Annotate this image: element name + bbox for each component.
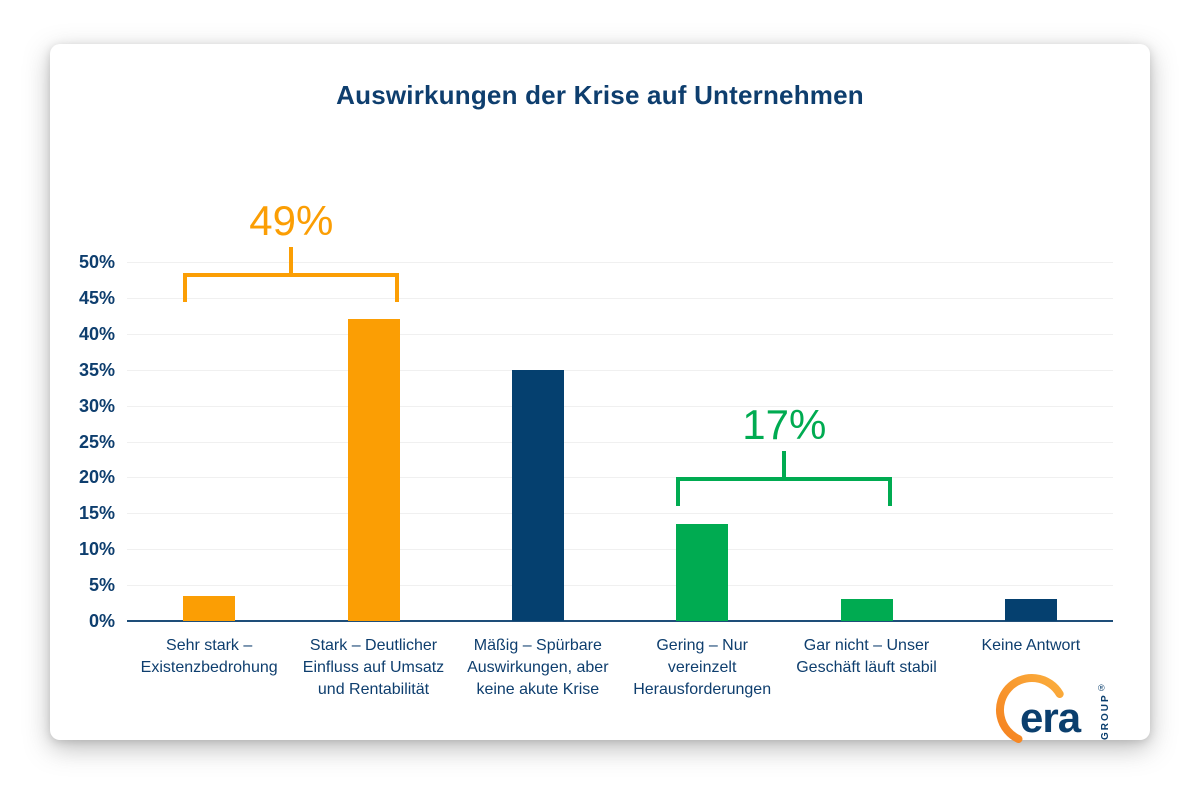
era-group-logo: era ® GROUP (992, 666, 1117, 748)
y-axis-label-0: 0% (88, 611, 115, 631)
bracket-label-17%: 17% (742, 401, 827, 449)
category-label-5: Gar nicht – Unser Geschäft läuft stabil (796, 637, 937, 676)
bracket-17% (676, 477, 893, 507)
y-axis-label-40: 40% (78, 323, 115, 344)
y-axis-label-5: 5% (88, 575, 115, 596)
bar-category-2 (347, 319, 400, 621)
logo-era-text: era (1020, 694, 1082, 741)
bar-category-5 (840, 599, 893, 621)
gridline-10 (127, 549, 1113, 551)
logo-swoosh-icon (995, 673, 1064, 743)
gridline-30 (127, 405, 1113, 407)
category-label-6: Keine Antwort (981, 637, 1081, 654)
y-axis-label-30: 30% (78, 395, 115, 416)
gridline-20 (127, 477, 1113, 479)
gridline-45 (127, 297, 1113, 299)
gridline-15 (127, 513, 1113, 515)
category-label-4: Gering – Nur vereinzelt Herausforderunge… (633, 637, 772, 698)
logo-registered-mark: ® (1098, 683, 1105, 693)
category-label-1: Sehr stark – Existenzbedrohung (140, 637, 278, 676)
bar-chart: 0% 5% 10% 15% 20% 25% 30% 35% 40% 45% 50% Sehr star… (50, 44, 1150, 740)
bar-category-6 (1004, 599, 1057, 621)
chart-card: Auswirkungen der Krise auf Unternehmen 0… (50, 44, 1150, 743)
category-label-3: Mäßig – Spürbare Auswirkungen, aber kein… (467, 637, 609, 698)
bar-category-1 (183, 595, 236, 621)
y-axis-label-15: 15% (78, 503, 115, 524)
bar-category-3 (511, 369, 564, 621)
y-axis-label-50: 50% (78, 252, 115, 272)
bracket-label-49%: 49% (249, 196, 334, 244)
gridline-50 (127, 262, 1113, 263)
y-axis-label-35: 35% (78, 359, 115, 380)
gridline-40 (127, 333, 1113, 335)
y-axis-label-45: 45% (78, 287, 115, 308)
bracket-mid-tick-17% (782, 451, 787, 479)
gridline-5 (127, 585, 1113, 587)
x-axis-line (127, 620, 1113, 622)
category-label-2: Stark – Deutlicher Einfluss auf Umsatz u… (302, 637, 445, 698)
chart-title: Auswirkungen der Krise auf Unternehmen (336, 80, 864, 110)
bar-category-4 (676, 524, 729, 621)
bracket-49% (183, 272, 400, 302)
gridline-35 (127, 369, 1113, 371)
y-axis-label-10: 10% (78, 539, 115, 560)
bracket-mid-tick-49% (289, 246, 294, 274)
era-logo-svg: era ® GROUP (995, 673, 1111, 743)
y-axis-label-25: 25% (78, 431, 115, 452)
y-axis-label-20: 20% (78, 467, 115, 488)
gridline-25 (127, 441, 1113, 443)
logo-group-text: GROUP (1100, 693, 1111, 740)
